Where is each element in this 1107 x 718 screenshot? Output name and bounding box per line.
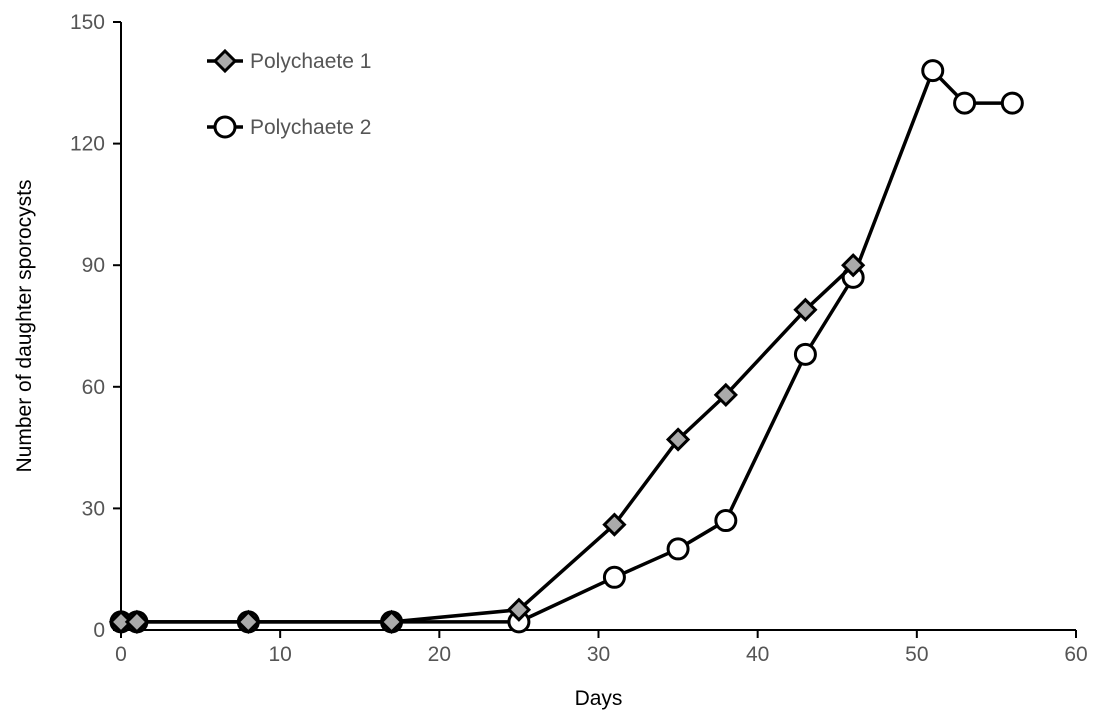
legend-label: Polychaete 1	[250, 50, 371, 73]
series-2-point	[602, 565, 626, 589]
x-tick-label: 50	[905, 643, 928, 666]
legend-entry-2: Polychaete 2	[207, 115, 371, 139]
x-tick-label: 0	[115, 643, 127, 666]
x-tick-label: 30	[587, 643, 610, 666]
series-1-point	[793, 297, 818, 322]
series-2-point	[953, 91, 977, 115]
x-axis-title: Days	[575, 687, 623, 710]
series-2-line	[121, 68, 1013, 624]
x-tick-label: 60	[1064, 643, 1087, 666]
series-1-point	[602, 512, 627, 537]
series-2-point	[793, 342, 817, 366]
series-1-point	[236, 609, 261, 635]
y-tick-label: 90	[82, 254, 105, 277]
y-tick-label: 120	[70, 133, 105, 156]
series-1-point	[379, 609, 404, 635]
legend-entry-1: Polychaete 1	[207, 48, 371, 74]
series-2	[109, 59, 1024, 634]
series-1-point	[665, 427, 691, 452]
y-axis-title: Number of daughter sporocysts	[13, 180, 36, 473]
series-layer	[108, 59, 1024, 635]
series-1-point	[713, 382, 738, 408]
axes: 0 30 60 90 120 150 0 10 20 30 40 50 60	[70, 11, 1088, 666]
legend-label: Polychaete 2	[250, 116, 371, 139]
x-tick-label: 40	[746, 643, 769, 666]
series-2-point	[1000, 91, 1024, 115]
legend-marker	[213, 115, 237, 139]
y-tick-label: 30	[82, 497, 105, 520]
series-2-point	[921, 59, 945, 83]
legend-marker	[212, 48, 238, 74]
series-1-point	[124, 609, 150, 635]
y-tick-label: 0	[93, 619, 105, 642]
y-tick-label: 150	[70, 11, 105, 34]
y-tick-label: 60	[82, 376, 105, 399]
x-tick-label: 10	[268, 643, 291, 666]
series-1-point	[841, 253, 866, 278]
x-tick-label: 20	[428, 643, 451, 666]
legend: Polychaete 1 Polychaete 2	[207, 48, 371, 139]
series-1	[108, 253, 866, 635]
series-1-line	[121, 263, 855, 624]
series-1-point	[506, 597, 532, 622]
series-2-point	[666, 537, 690, 561]
series-2-point	[714, 509, 738, 533]
series-1-point	[108, 609, 134, 635]
